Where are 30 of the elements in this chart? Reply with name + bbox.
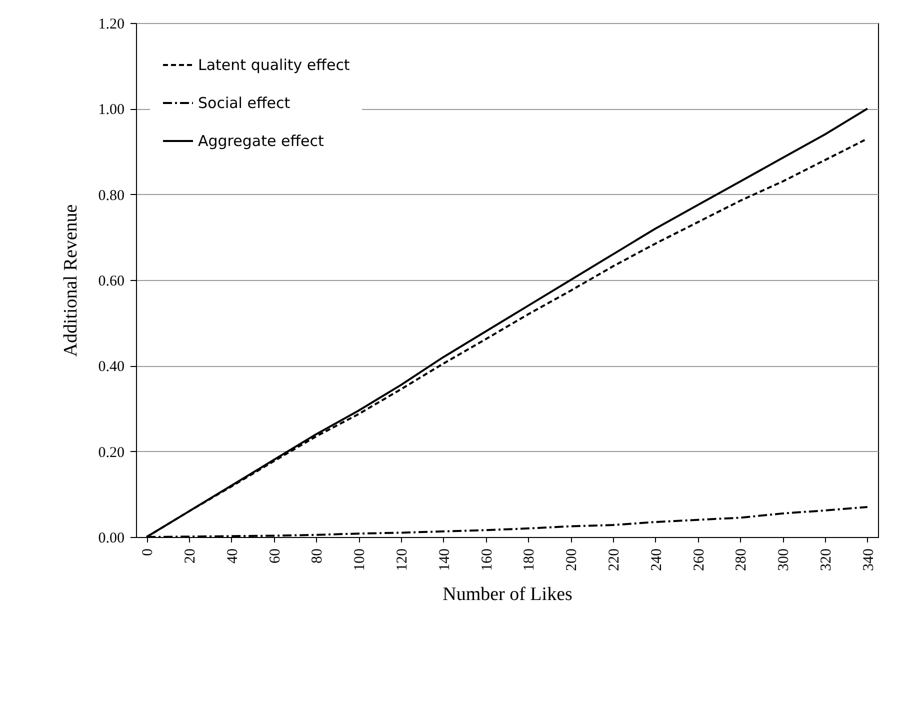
x-tick-label: 340 (860, 548, 877, 571)
x-tick-label: 140 (436, 548, 453, 571)
y-tick-label: 1.20 (98, 16, 124, 32)
legend-label: Social effect (198, 94, 290, 112)
x-tick-label: 100 (352, 548, 368, 571)
x-tick-label: 0 (140, 548, 156, 556)
x-tick-label: 160 (479, 548, 496, 571)
y-tick-label: 0.80 (98, 188, 124, 204)
legend-label: Aggregate effect (198, 132, 324, 150)
x-tick-label: 240 (648, 548, 665, 571)
x-tick-label: 260 (691, 548, 708, 571)
y-axis-title: Additional Revenue (60, 204, 82, 357)
x-tick-label: 120 (394, 548, 410, 571)
x-tick-label: 220 (606, 548, 622, 571)
x-axis-title: Number of Likes (442, 584, 572, 605)
x-tick-label: 20 (182, 548, 198, 564)
x-tick-label: 320 (818, 548, 834, 571)
y-tick-label: 0.20 (98, 444, 124, 461)
x-tick-label: 280 (734, 548, 750, 571)
x-tick-label: 80 (310, 548, 326, 564)
x-tick-label: 40 (224, 548, 241, 564)
y-tick-label: 0.40 (98, 359, 124, 376)
legend-label: Latent quality effect (198, 56, 350, 74)
x-tick-label: 60 (267, 548, 284, 564)
y-tick-label: 0.60 (98, 274, 124, 290)
y-tick-label: 1.00 (98, 102, 124, 118)
x-tick-label: 300 (776, 548, 792, 571)
x-tick-label: 180 (522, 548, 538, 571)
y-tick-label: 0.00 (98, 530, 124, 546)
x-tick-label: 200 (564, 548, 580, 571)
